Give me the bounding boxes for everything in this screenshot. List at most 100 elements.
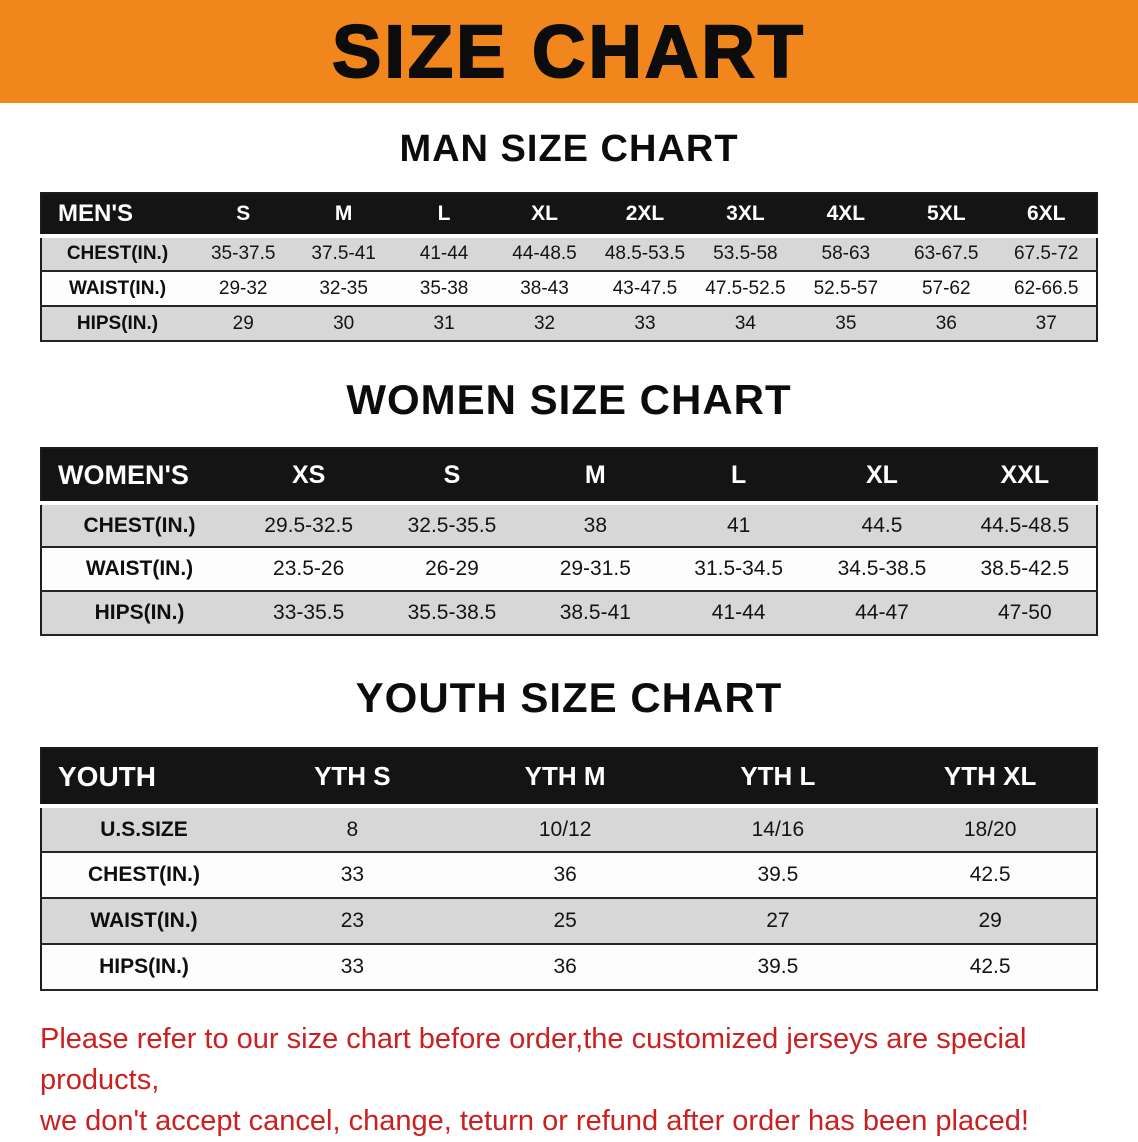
size-value-cell: 62-66.5 [1014,277,1079,299]
size-column-header: L [393,193,495,238]
size-value-cell: 41-44 [711,601,766,624]
size-value-cell: 23.5-26 [273,557,345,580]
size-column-header: XL [810,448,954,505]
size-value-cell: 8 [346,817,359,841]
size-value-cell: 26-29 [425,557,479,580]
size-value-cell: 38 [583,513,607,537]
size-value-cell: 25 [553,909,577,932]
size-value-cell: 31.5-34.5 [694,557,784,580]
size-value-cell: 27 [766,909,790,932]
size-value-cell: 36 [935,312,957,334]
size-value-cell: 63-67.5 [914,243,979,264]
size-column-header: 5XL [896,193,997,238]
size-value-cell: 32 [533,312,556,334]
size-value-cell: 32-35 [319,277,368,299]
size-column-header: 6XL [996,193,1097,238]
size-column-header: M [523,448,667,505]
size-value-cell: 57-62 [921,277,971,299]
size-value-cell: 37 [1035,312,1057,334]
men-size-table: MEN'S S M L XL 2XL 3XL 4XL 5XL 6XL CHEST(IN.) 35-37… [40,192,1098,342]
size-column-header: XXL [953,448,1097,505]
size-value-cell: 35.5-38.5 [407,601,497,624]
size-value-cell: 36 [553,955,577,978]
size-column-header: YTH XL [884,748,1097,808]
size-value-cell: 47-50 [997,601,1052,624]
size-value-cell: 35-38 [419,277,469,299]
size-value-cell: 41-44 [419,243,469,264]
measurement-row: HIPS(IN.) 33-35.5 35.5-38.5 38.5-41 41-44 44-… [41,591,1097,635]
size-value-cell: 52.5-57 [813,277,879,299]
youth-size-section: YOUTH SIZE CHART YOUTH YTH S YTH M YTH L YTH… [0,636,1138,991]
measurement-row: WAIST(IN.) 29-32 32-35 35-38 38-43 43-47.5 47.… [41,271,1097,306]
size-column-header: S [193,193,294,238]
size-value-cell: 43-47.5 [612,277,678,299]
table-header-row: YOUTH YTH S YTH M YTH L YTH XL [41,748,1097,808]
size-column-header: M [293,193,394,238]
size-value-cell: 38.5-41 [559,601,631,624]
size-value-cell: 29-32 [218,277,268,299]
row-label: WAIST(IN.) [85,557,194,580]
size-value-cell: 33-35.5 [273,601,345,624]
size-value-cell: 29 [978,909,1002,932]
size-column-header: XS [237,448,381,505]
size-value-cell: 67.5-72 [1014,243,1079,264]
size-column-header: YTH L [671,748,885,808]
women-size-table: WOMEN'S XS S M L XL XXL CHEST(IN.) 29.5-32.5 32.5… [40,447,1098,636]
women-section-heading: WOMEN SIZE CHART [346,376,792,423]
measurement-row: HIPS(IN.) 33 36 39.5 42.5 [41,944,1097,990]
size-value-cell: 33 [340,955,365,978]
table-header-row: WOMEN'S XS S M L XL XXL [41,448,1097,505]
men-section-heading: MAN SIZE CHART [399,128,739,170]
size-value-cell: 34 [734,312,756,334]
youth-size-table: YOUTH YTH S YTH M YTH L YTH XL U.S.SIZE 8 10/12… [40,747,1098,991]
size-value-cell: 36 [553,863,577,886]
table-title-cell: MEN'S [41,193,193,238]
men-size-section: MAN SIZE CHART MEN'S S M L XL 2XL 3XL 4XL 5XL 6XL… [0,103,1138,342]
row-label: HIPS(IN.) [94,601,185,624]
measurement-row: WAIST(IN.) 23 25 27 29 [41,898,1097,944]
size-column-header: YTH S [246,748,459,808]
size-value-cell: 33 [340,863,365,886]
row-label: U.S.SIZE [100,817,188,841]
size-value-cell: 44.5-48.5 [980,513,1070,537]
disclaimer-line-2: we don't accept cancel, change, teturn o… [40,1105,1029,1137]
page-title: SIZE CHART [331,9,806,94]
disclaimer-line-1: Please refer to our size chart before or… [40,1023,1027,1096]
size-value-cell: 31 [433,312,455,334]
youth-section-heading: YOUTH SIZE CHART [355,674,783,721]
women-size-section: WOMEN SIZE CHART WOMEN'S XS S M L XL XXL CHEST(… [0,342,1138,636]
size-value-cell: 38.5-42.5 [980,557,1070,580]
row-label: CHEST(IN.) [88,863,200,886]
size-value-cell: 35 [835,312,857,334]
size-value-cell: 29.5-32.5 [264,513,354,537]
size-value-cell: 23 [340,909,365,932]
row-label: WAIST(IN.) [90,909,198,932]
disclaimer: Please refer to our size chart before or… [40,1019,1098,1142]
size-value-cell: 35-37.5 [210,243,276,264]
row-label: HIPS(IN.) [76,312,159,334]
size-value-cell: 32.5-35.5 [407,513,497,537]
size-value-cell: 41 [726,513,751,537]
size-value-cell: 14/16 [751,817,805,841]
row-label: CHEST(IN.) [83,513,196,537]
size-column-header: S [380,448,524,505]
size-value-cell: 18/20 [963,817,1017,841]
measurement-row: HIPS(IN.) 29 30 31 32 33 34 35 36 37 [41,306,1097,341]
size-value-cell: 29 [232,312,254,334]
size-value-cell: 33 [634,312,656,334]
row-label: HIPS(IN.) [99,955,189,978]
size-value-cell: 44-47 [855,601,909,624]
measurement-row: CHEST(IN.) 35-37.5 37.5-41 41-44 44-48.5 48.5… [41,236,1097,271]
size-column-header: 4XL [795,193,897,238]
size-value-cell: 58-63 [821,243,871,264]
size-value-cell: 34.5-38.5 [837,557,927,580]
size-value-cell: 37.5-41 [311,243,376,264]
size-value-cell: 44-48.5 [512,243,577,264]
size-column-header: L [666,448,811,505]
size-column-header: 3XL [695,193,796,238]
size-value-cell: 29-31.5 [559,557,631,580]
table-title-cell: WOMEN'S [41,448,237,505]
table-header-row: MEN'S S M L XL 2XL 3XL 4XL 5XL 6XL [41,193,1097,238]
size-value-cell: 42.5 [969,955,1011,978]
